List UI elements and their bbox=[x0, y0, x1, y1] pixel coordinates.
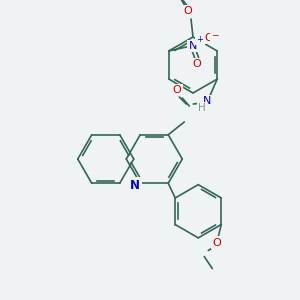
Text: O: O bbox=[184, 6, 192, 16]
Text: N: N bbox=[203, 96, 212, 106]
Text: −: − bbox=[211, 31, 218, 40]
Text: H: H bbox=[198, 103, 206, 113]
Text: O: O bbox=[212, 238, 221, 248]
Text: O: O bbox=[192, 59, 201, 69]
Text: O: O bbox=[204, 33, 213, 43]
Text: O: O bbox=[173, 85, 182, 95]
Text: N: N bbox=[189, 41, 197, 51]
Text: +: + bbox=[196, 34, 203, 43]
Text: N: N bbox=[130, 179, 140, 192]
